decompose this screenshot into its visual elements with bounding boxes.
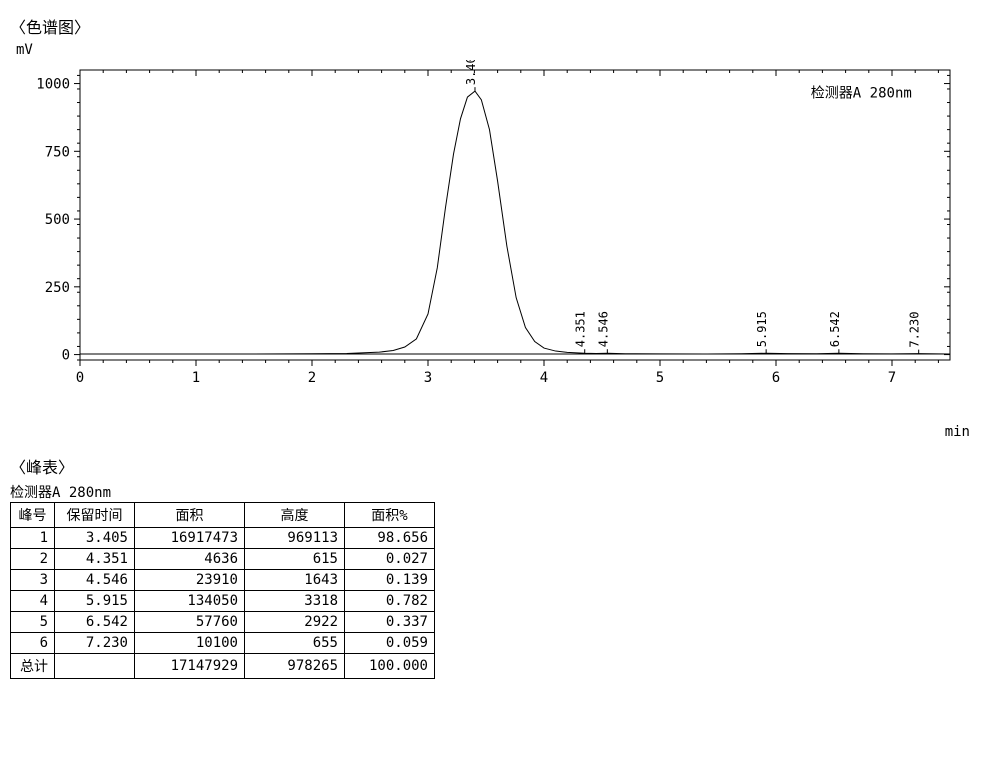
svg-text:5: 5 bbox=[656, 370, 664, 386]
svg-text:3: 3 bbox=[424, 370, 432, 386]
table-row: 67.230101006550.059 bbox=[11, 633, 435, 654]
col-header: 面积% bbox=[345, 503, 435, 528]
chromatogram-title: 〈色谱图〉 bbox=[10, 14, 990, 38]
svg-text:2: 2 bbox=[308, 370, 316, 386]
peak-table: 峰号保留时间面积高度面积%13.4051691747396911398.6562… bbox=[10, 502, 435, 679]
peak-label: 6.542 bbox=[828, 311, 842, 347]
col-header: 面积 bbox=[135, 503, 245, 528]
x-axis-unit: min bbox=[10, 424, 970, 440]
table-row: 24.35146366150.027 bbox=[11, 549, 435, 570]
table-row: 56.5425776029220.337 bbox=[11, 612, 435, 633]
peak-label: 5.915 bbox=[755, 311, 769, 347]
table-row: 34.5462391016430.139 bbox=[11, 570, 435, 591]
svg-text:0: 0 bbox=[62, 348, 70, 364]
peak-label: 4.351 bbox=[574, 311, 588, 347]
svg-text:250: 250 bbox=[45, 280, 70, 296]
col-header: 峰号 bbox=[11, 503, 55, 528]
peak-label: 3.405 bbox=[464, 60, 478, 85]
svg-text:6: 6 bbox=[772, 370, 780, 386]
svg-text:0: 0 bbox=[76, 370, 84, 386]
chromatogram-chart: 0 250 500 750 1000 0 1 2 3 4 5 6 7 3.405 4.351 4.546 5.9… bbox=[10, 60, 970, 420]
svg-text:7: 7 bbox=[888, 370, 896, 386]
table-row: 13.4051691747396911398.656 bbox=[11, 528, 435, 549]
peak-label: 7.230 bbox=[908, 312, 922, 348]
col-header: 保留时间 bbox=[55, 503, 135, 528]
detector-label-table: 检测器A 280nm bbox=[10, 482, 990, 502]
y-axis-unit: mV bbox=[16, 42, 990, 58]
table-total-row: 总计17147929978265100.000 bbox=[11, 654, 435, 679]
svg-text:1000: 1000 bbox=[36, 77, 70, 93]
svg-text:750: 750 bbox=[45, 144, 70, 160]
table-row: 45.91513405033180.782 bbox=[11, 591, 435, 612]
svg-text:500: 500 bbox=[45, 212, 70, 228]
col-header: 高度 bbox=[245, 503, 345, 528]
peak-label: 4.546 bbox=[596, 311, 610, 347]
detector-label-chart: 检测器A 280nm bbox=[811, 86, 912, 102]
svg-text:4: 4 bbox=[540, 370, 548, 386]
peak-table-title: 〈峰表〉 bbox=[10, 454, 990, 478]
svg-text:1: 1 bbox=[192, 370, 200, 386]
